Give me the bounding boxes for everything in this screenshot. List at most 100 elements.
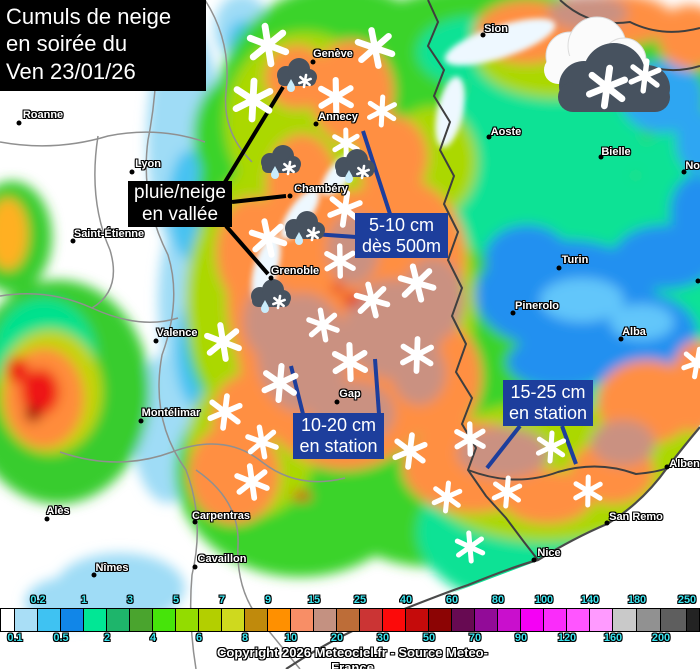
city-label: Aoste (490, 126, 522, 138)
city-dot (310, 59, 316, 65)
annotation-pointer-line (224, 224, 270, 276)
annotation-box-rain-snow-valley: pluie/neige en vallée (128, 181, 232, 227)
map-title-line: Cumuls de neige (6, 4, 172, 29)
snowflake-icon (204, 322, 242, 362)
scale-cell (153, 608, 176, 632)
scale-tick-label: 9 (264, 594, 272, 606)
snowflake-icon (454, 530, 486, 564)
scale-cell (268, 608, 291, 632)
snowflake-icon (272, 294, 286, 310)
scale-cell (544, 608, 567, 632)
city-label: Chambéry (294, 183, 348, 195)
rain-snow-cloud-icon (335, 149, 375, 183)
scale-cell (222, 608, 245, 632)
scale-cell (337, 608, 360, 632)
snowflake-icon (392, 432, 428, 470)
scale-cell (613, 608, 637, 632)
city-dot (334, 399, 340, 405)
scale-tick-label: 140 (580, 594, 600, 606)
scale-cell (15, 608, 38, 632)
city-dot (313, 121, 319, 127)
map-title-line: Ven 23/01/26 (6, 58, 136, 84)
heavy-snow-cloud-icon (544, 16, 670, 112)
snowflake-icon (397, 263, 437, 303)
scale-tick-label: 70 (468, 632, 482, 644)
raindrop-icon (345, 170, 353, 183)
city-dot (153, 338, 159, 344)
scale-cell (38, 608, 61, 632)
scale-tick-label: 7 (218, 594, 226, 606)
city-label: Nîmes (95, 562, 129, 574)
city-dot (70, 238, 76, 244)
map-title: Cumuls de neige en soirée du Ven 23/01/2… (0, 0, 206, 91)
city-dot (486, 134, 492, 140)
map-title-line: en soirée du (6, 31, 128, 57)
city-label: Roanne (22, 109, 64, 121)
annotation-pointer-line (231, 194, 287, 204)
annotation-line: dès 500m (361, 235, 442, 256)
snowflake-icon (298, 73, 312, 89)
annotation-box-cm-5-10: 5-10 cm dès 500m (355, 213, 448, 258)
scale-cell (687, 608, 700, 632)
scale-tick-label: 250 (677, 594, 697, 606)
scale-cell (590, 608, 613, 632)
scale-cell (130, 608, 153, 632)
city-label: Lyon (135, 158, 161, 170)
scale-cell (291, 608, 314, 632)
scale-cell (475, 608, 498, 632)
city-dot (556, 265, 562, 271)
scale-tick-label: 25 (353, 594, 367, 606)
rain-snow-cloud-icon (285, 211, 325, 245)
city-label: Sion (484, 23, 508, 35)
city-dot (16, 120, 22, 126)
city-label: Cavaillon (197, 553, 247, 565)
scale-tick-label: 40 (399, 594, 413, 606)
city-label: Montélimar (141, 407, 201, 419)
color-scale (0, 608, 700, 632)
snowflake-icon (306, 226, 320, 242)
scale-tick-label: 3 (126, 594, 134, 606)
scale-tick-label: 1 (80, 594, 88, 606)
annotation-line: en vallée (141, 204, 219, 225)
city-label: Carpentras (191, 510, 251, 522)
scale-tick-label: 80 (491, 594, 505, 606)
annotation-line: 5-10 cm (368, 214, 435, 235)
city-label: Genève (313, 48, 353, 60)
snowflake-icon (681, 346, 700, 380)
scale-tick-label: 120 (557, 632, 577, 644)
scale-cell (567, 608, 590, 632)
annotation-pointer-line (373, 358, 381, 415)
city-dot (287, 193, 293, 199)
snowflake-icon (354, 27, 396, 69)
city-label: Pinerolo (514, 300, 560, 312)
rain-snow-cloud-icon (261, 145, 301, 179)
city-label: Turin (561, 254, 589, 266)
snowflake-icon (399, 336, 435, 374)
snowflake-icon (332, 127, 360, 159)
city-dot (618, 336, 624, 342)
scale-tick-label: 15 (307, 594, 321, 606)
annotation-pointer-line (361, 130, 392, 215)
scale-tick-label: 90 (514, 632, 528, 644)
scale-tick-label: 4 (149, 632, 157, 644)
scale-cell (107, 608, 130, 632)
city-label: Annecy (318, 111, 358, 123)
annotation-line: pluie/neige (134, 182, 226, 204)
annotation-line: 10-20 cm (300, 415, 377, 436)
snowflake-icon (491, 475, 523, 509)
city-dot (598, 154, 604, 160)
snowflake-icon (353, 281, 391, 319)
city-dot (129, 169, 135, 175)
scale-cell (429, 608, 452, 632)
scale-cell (0, 608, 15, 632)
annotation-line: 15-25 cm (510, 382, 586, 403)
scale-tick-label: 0.2 (30, 594, 46, 606)
snowflake-icon (261, 363, 299, 403)
city-dot (44, 516, 50, 522)
rain-snow-cloud-icon (277, 58, 317, 92)
snowflake-icon (331, 341, 369, 383)
scale-tick-label: 0.1 (7, 632, 23, 644)
annotation-box-cm-10-20: 10-20 cm en station (293, 413, 384, 459)
city-dot (695, 278, 700, 284)
